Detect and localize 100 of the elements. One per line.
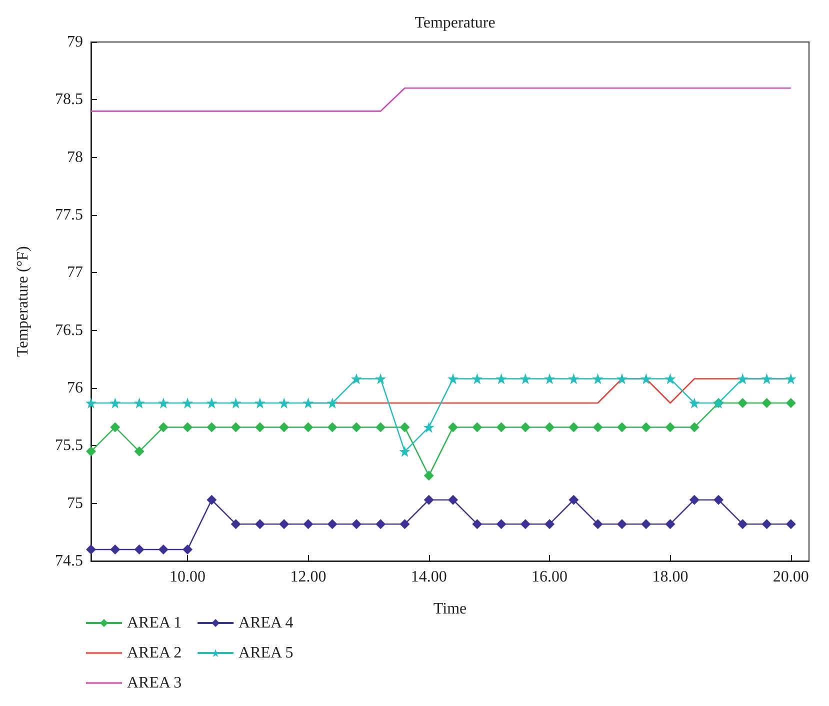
point bbox=[110, 397, 121, 408]
point bbox=[496, 373, 507, 384]
legend-label: AREA 1 bbox=[127, 614, 182, 632]
y-tick-label: 74.5 bbox=[55, 552, 83, 570]
legend-label: AREA 3 bbox=[127, 674, 182, 692]
point bbox=[472, 519, 482, 530]
y-tick-label: 75 bbox=[67, 494, 83, 512]
point bbox=[688, 397, 700, 408]
point bbox=[448, 373, 459, 384]
point bbox=[544, 373, 556, 384]
point bbox=[279, 422, 290, 432]
point bbox=[713, 494, 724, 505]
legend-label: AREA 5 bbox=[238, 644, 294, 662]
point bbox=[303, 519, 314, 530]
point bbox=[351, 422, 362, 432]
point bbox=[592, 519, 603, 530]
point bbox=[664, 373, 676, 384]
point bbox=[424, 494, 434, 505]
point bbox=[302, 397, 314, 408]
point bbox=[424, 470, 434, 481]
point bbox=[110, 544, 120, 554]
point bbox=[423, 422, 434, 433]
y-axis-title: Temperature (°F) bbox=[14, 246, 32, 357]
x-tick-label: 16.00 bbox=[532, 568, 568, 586]
point bbox=[544, 519, 555, 530]
point bbox=[762, 398, 772, 408]
x-tick-label: 14.00 bbox=[410, 568, 447, 586]
point bbox=[496, 519, 506, 530]
point bbox=[134, 397, 145, 408]
point bbox=[592, 422, 603, 432]
point bbox=[738, 398, 748, 408]
point bbox=[786, 398, 796, 408]
point bbox=[206, 422, 217, 432]
point bbox=[738, 519, 748, 530]
y-tick-label: 78.5 bbox=[55, 91, 83, 108]
point bbox=[568, 494, 579, 505]
point bbox=[544, 422, 555, 432]
point bbox=[520, 519, 530, 530]
point bbox=[665, 519, 676, 530]
x-tick-label: 18.00 bbox=[652, 568, 688, 586]
point bbox=[689, 422, 700, 432]
point bbox=[737, 373, 748, 384]
point bbox=[520, 373, 531, 384]
point bbox=[327, 519, 338, 530]
y-tick-label: 78 bbox=[67, 148, 83, 166]
point bbox=[376, 422, 386, 432]
point bbox=[158, 544, 168, 554]
point bbox=[278, 397, 290, 408]
point bbox=[496, 422, 506, 432]
point bbox=[448, 422, 458, 432]
point bbox=[327, 422, 338, 432]
point bbox=[303, 422, 314, 432]
point bbox=[400, 519, 410, 530]
y-tick-label: 77.5 bbox=[55, 206, 83, 224]
point bbox=[230, 519, 241, 530]
point bbox=[592, 373, 604, 384]
point bbox=[254, 519, 265, 530]
point bbox=[568, 373, 580, 384]
point bbox=[399, 446, 410, 457]
point bbox=[786, 519, 796, 530]
point bbox=[254, 397, 266, 408]
point bbox=[86, 446, 96, 456]
point bbox=[616, 373, 628, 384]
point bbox=[616, 519, 627, 530]
point bbox=[326, 397, 338, 408]
point bbox=[86, 544, 96, 554]
point bbox=[641, 422, 652, 432]
point bbox=[182, 397, 194, 408]
legend-label: AREA 2 bbox=[127, 644, 182, 662]
point bbox=[134, 544, 144, 554]
point bbox=[376, 519, 386, 530]
point bbox=[665, 422, 676, 432]
point bbox=[158, 397, 169, 408]
point bbox=[206, 397, 218, 408]
point bbox=[762, 519, 772, 530]
y-tick-label: 76 bbox=[67, 380, 83, 396]
point bbox=[182, 422, 193, 432]
y-tick-label: 77 bbox=[67, 264, 83, 282]
point bbox=[279, 519, 290, 530]
point bbox=[641, 519, 652, 530]
y-tick-label: 75.5 bbox=[55, 437, 83, 454]
point bbox=[254, 422, 265, 432]
point bbox=[182, 544, 193, 554]
point bbox=[616, 422, 627, 432]
point bbox=[472, 373, 483, 384]
point bbox=[206, 494, 217, 505]
point bbox=[86, 397, 96, 408]
point bbox=[375, 373, 386, 384]
point bbox=[230, 397, 242, 408]
point bbox=[640, 373, 652, 384]
point bbox=[472, 422, 482, 432]
point bbox=[568, 422, 579, 432]
x-tick-label: 12.00 bbox=[290, 568, 326, 586]
point bbox=[134, 446, 144, 456]
x-tick-label: 10.00 bbox=[170, 568, 206, 586]
y-tick-label: 79 bbox=[67, 34, 83, 50]
point bbox=[351, 519, 362, 530]
point bbox=[520, 422, 530, 432]
point bbox=[400, 422, 410, 432]
point bbox=[158, 422, 168, 432]
